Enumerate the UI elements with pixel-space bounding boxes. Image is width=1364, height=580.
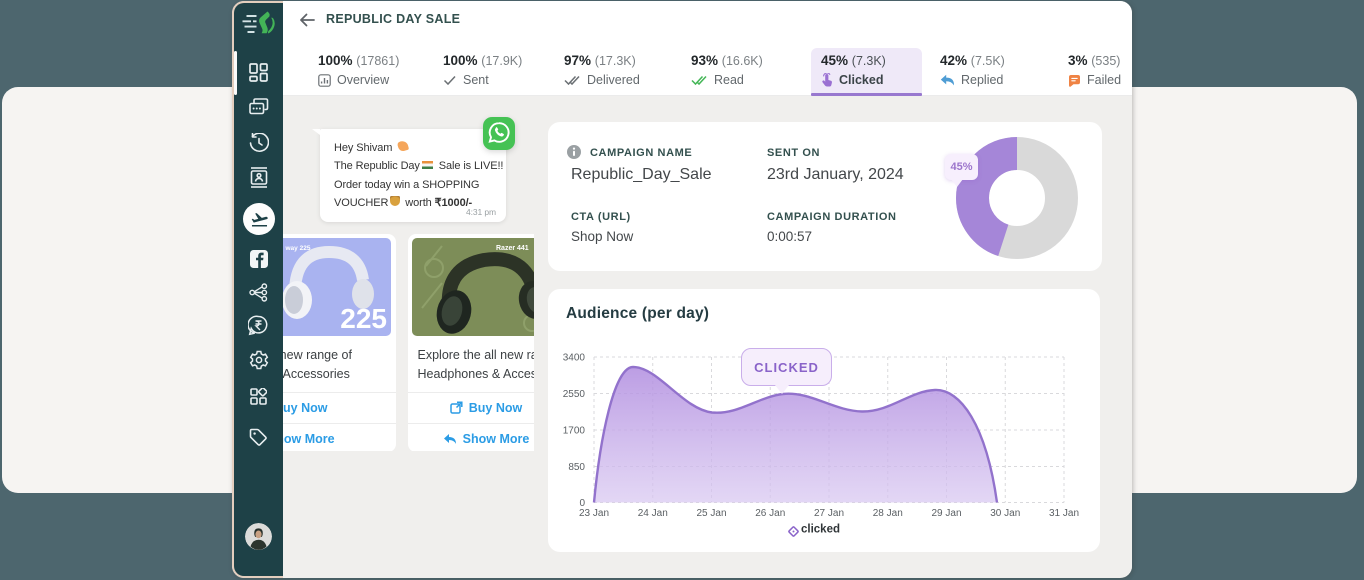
svg-text:850: 850 bbox=[568, 462, 585, 473]
svg-text:2550: 2550 bbox=[563, 389, 586, 400]
svg-text:0: 0 bbox=[579, 498, 585, 509]
svg-text:25 Jan: 25 Jan bbox=[696, 508, 726, 519]
svg-text:26 Jan: 26 Jan bbox=[755, 508, 785, 519]
svg-text:31 Jan: 31 Jan bbox=[1049, 508, 1079, 519]
svg-text:30 Jan: 30 Jan bbox=[990, 508, 1020, 519]
svg-text:24 Jan: 24 Jan bbox=[638, 508, 668, 519]
svg-text:1700: 1700 bbox=[563, 426, 586, 437]
svg-text:23 Jan: 23 Jan bbox=[579, 508, 609, 519]
svg-text:29 Jan: 29 Jan bbox=[931, 508, 961, 519]
svg-text:3400: 3400 bbox=[563, 353, 586, 364]
svg-text:clicked: clicked bbox=[801, 524, 840, 536]
svg-text:28 Jan: 28 Jan bbox=[873, 508, 903, 519]
svg-text:27 Jan: 27 Jan bbox=[814, 508, 844, 519]
